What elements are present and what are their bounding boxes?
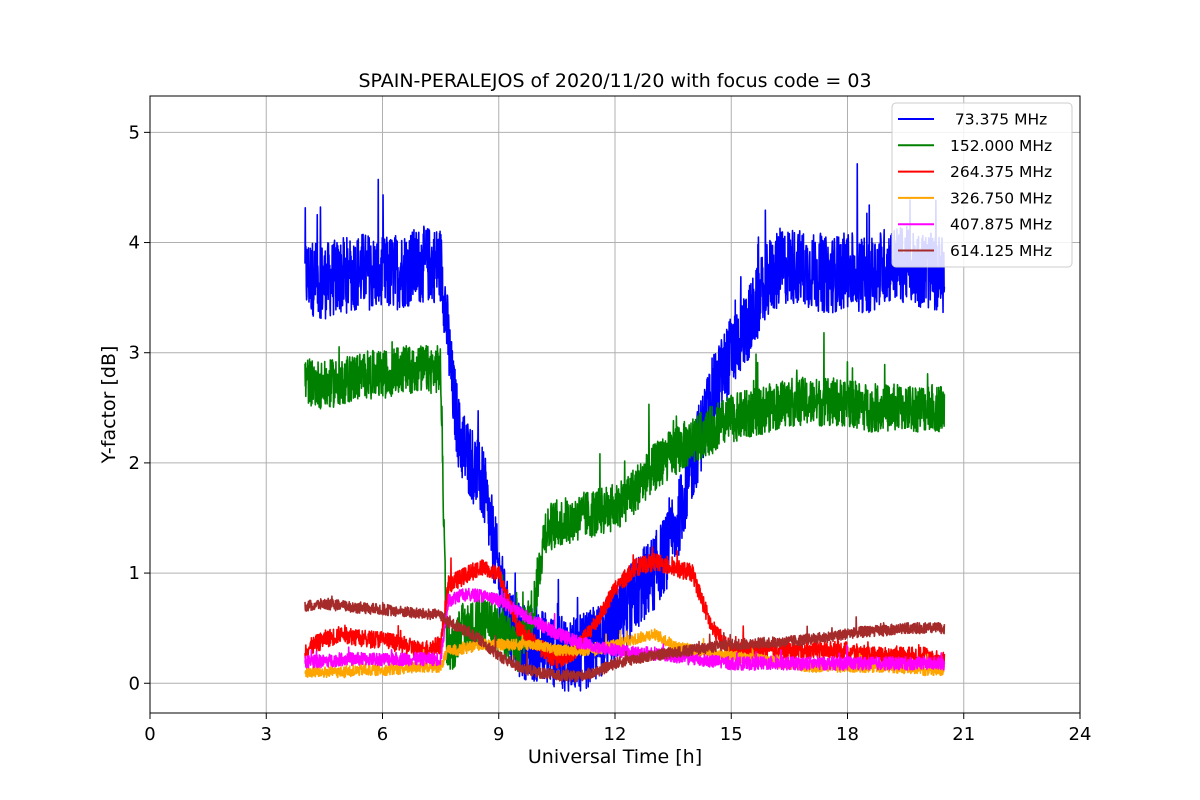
chart-title: SPAIN-PERALEJOS of 2020/11/20 with focus…: [358, 70, 871, 92]
y-tick-label: 4: [129, 233, 140, 254]
x-tick-label: 3: [261, 724, 272, 745]
x-tick-label: 12: [604, 724, 627, 745]
legend-box: [891, 102, 1073, 268]
x-tick-label: 0: [144, 724, 155, 745]
y-tick-label: 3: [129, 343, 140, 364]
y-tick-label: 0: [129, 673, 140, 694]
y-tick-label: 2: [129, 453, 140, 474]
series-line: [304, 587, 946, 671]
x-tick-label: 24: [1069, 724, 1092, 745]
x-tick-label: 6: [377, 724, 388, 745]
legend-entry-label: 73.375 MHz: [950, 111, 1047, 129]
legend-entry-label: 407.875 MHz: [950, 216, 1052, 234]
legend-entry-label: 152.000 MHz: [950, 137, 1052, 155]
series-line: [304, 331, 946, 672]
x-tick-label: 18: [836, 724, 859, 745]
legend-entry-label: 326.750 MHz: [950, 189, 1052, 207]
y-tick-label: 5: [129, 122, 140, 143]
y-axis-label: Y-factor [dB]: [98, 346, 120, 465]
y-tick-label: 1: [129, 563, 140, 584]
legend: 73.375 MHz 152.000 MHz 264.375 MHz 326.750 …: [891, 102, 1073, 268]
legend-entry-label: 264.375 MHz: [950, 163, 1052, 181]
x-axis-label: Universal Time [h]: [528, 746, 702, 768]
x-tick-label: 9: [493, 724, 504, 745]
x-tick-label: 15: [720, 724, 743, 745]
series-layer: [304, 163, 946, 692]
series-line: [304, 595, 946, 683]
x-tick-label: 21: [952, 724, 975, 745]
legend-entry-label: 614.125 MHz: [950, 242, 1052, 260]
